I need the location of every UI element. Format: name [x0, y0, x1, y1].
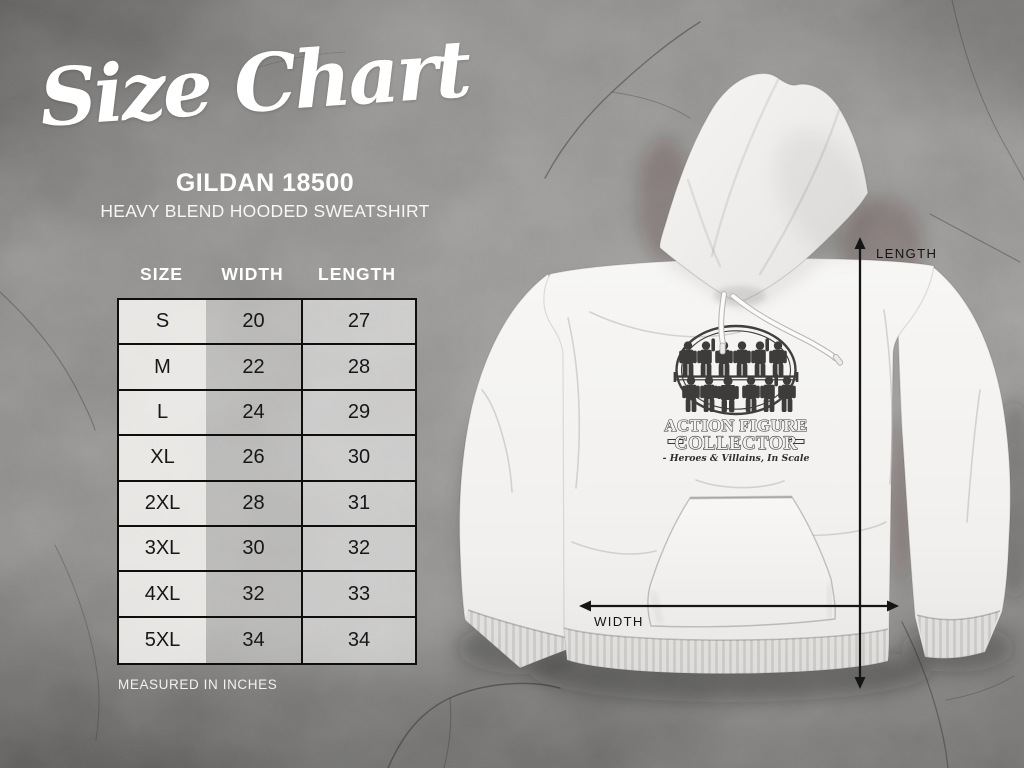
hood-drawstrings [718, 291, 844, 366]
emblem-tagline: - Heroes & Villains, In Scale [663, 453, 810, 464]
width-measure-arrow [579, 600, 899, 612]
hoodie-sleeves [458, 265, 1011, 669]
column-header-length: LENGTH [318, 264, 396, 284]
hoodie-photo: ACTION FIGURE COLLECTOR - Heroes & Villa… [458, 72, 1024, 702]
kangaroo-pocket [647, 495, 836, 628]
width-cell: 20 [206, 300, 301, 346]
size-cell: 3XL [119, 526, 206, 573]
product-code: GILDAN 18500 [175, 169, 355, 197]
size-cell: 4XL [119, 572, 206, 618]
emblem-line2: COLLECTOR [674, 434, 797, 454]
length-label: LENGTH [876, 246, 937, 261]
width-cell: 32 [206, 572, 301, 618]
length-cell: 34 [301, 617, 415, 664]
width-cell: 34 [206, 617, 301, 664]
length-measure-arrow [854, 237, 866, 689]
size-cell: L [119, 390, 206, 437]
width-cell: 30 [206, 526, 301, 573]
length-cell: 33 [301, 572, 415, 618]
fabric-wrinkles [481, 309, 981, 555]
length-cell: 30 [301, 436, 415, 482]
column-header-width: WIDTH [221, 264, 284, 284]
length-cell: 32 [301, 526, 415, 573]
chest-graphic-emblem: ACTION FIGURE COLLECTOR - Heroes & Villa… [663, 324, 810, 464]
size-cell: XL [119, 436, 206, 482]
units-note: MEASURED IN INCHES [118, 677, 278, 692]
column-header-size: SIZE [140, 264, 183, 284]
width-cell: 22 [206, 345, 301, 391]
width-cell: 24 [206, 390, 301, 437]
width-cell: 28 [206, 481, 301, 527]
hoodie-hood [659, 72, 875, 306]
product-name: HEAVY BLEND HOODED SWEATSHIRT [100, 201, 430, 221]
size-cell: 2XL [119, 481, 206, 527]
length-cell: 29 [301, 390, 415, 437]
emblem-line1: ACTION FIGURE [664, 416, 808, 435]
size-cell: M [119, 345, 206, 391]
size-cell: S [119, 300, 206, 346]
size-table-header: SIZE WIDTH LENGTH [118, 264, 414, 285]
length-cell: 28 [301, 345, 415, 391]
page-title: Size Chart [36, 22, 472, 145]
width-label: WIDTH [594, 614, 644, 629]
length-cell: 27 [301, 300, 415, 346]
width-cell: 26 [206, 436, 301, 482]
size-table: S 20 27 M 22 28 L 24 29 XL 26 30 2XL 28 … [117, 298, 417, 666]
hoodie-hem [563, 627, 889, 674]
length-cell: 31 [301, 481, 415, 527]
size-cell: 5XL [119, 617, 206, 664]
hoodie-cuffs [465, 609, 1001, 668]
